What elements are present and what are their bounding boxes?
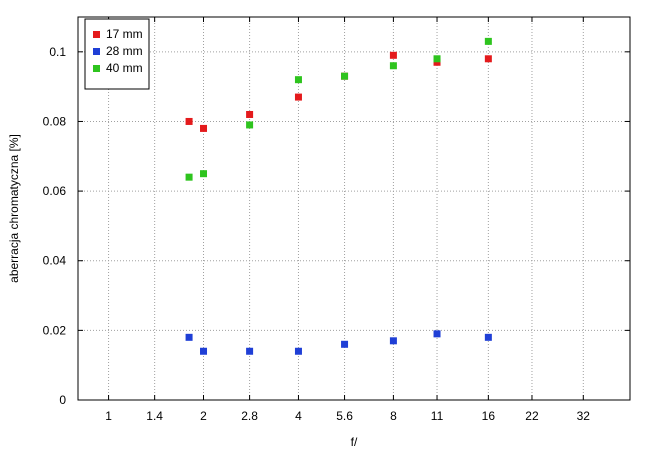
data-point-28-mm bbox=[484, 333, 492, 341]
data-point-17-mm bbox=[185, 117, 193, 125]
legend-swatch bbox=[93, 48, 100, 55]
data-point-40-mm bbox=[433, 55, 441, 63]
data-point-17-mm bbox=[484, 55, 492, 63]
data-point-28-mm bbox=[185, 333, 193, 341]
plot-frame bbox=[77, 16, 631, 401]
x-tick-label: 1 bbox=[105, 409, 112, 423]
x-tick-label: 4 bbox=[295, 409, 302, 423]
data-point-17-mm bbox=[246, 110, 254, 118]
x-tick-label: 2 bbox=[200, 409, 207, 423]
x-tick-label: 5.6 bbox=[336, 409, 353, 423]
x-tick-label: 1.4 bbox=[146, 409, 163, 423]
legend-label: 28 mm bbox=[106, 44, 143, 58]
x-tick-label: 11 bbox=[431, 409, 444, 423]
data-point-40-mm bbox=[389, 62, 397, 70]
data-point-40-mm bbox=[246, 121, 254, 129]
data-point-28-mm bbox=[294, 347, 302, 355]
y-tick-label: 0.08 bbox=[43, 114, 67, 128]
data-point-28-mm bbox=[389, 337, 397, 345]
data-point-40-mm bbox=[341, 72, 349, 80]
y-axis-label: aberracja chromatyczna [%] bbox=[7, 134, 21, 283]
data-point-40-mm bbox=[185, 173, 193, 181]
data-point-28-mm bbox=[433, 330, 441, 338]
x-tick-label: 2.8 bbox=[241, 409, 258, 423]
data-point-40-mm bbox=[200, 170, 208, 178]
legend-swatch bbox=[93, 31, 100, 38]
data-point-40-mm bbox=[294, 76, 302, 84]
data-point-17-mm bbox=[200, 124, 208, 132]
y-tick-label: 0.1 bbox=[49, 45, 66, 59]
y-tick-label: 0.06 bbox=[43, 184, 67, 198]
legend-label: 17 mm bbox=[106, 27, 143, 41]
legend-swatch bbox=[93, 65, 100, 72]
data-point-28-mm bbox=[341, 340, 349, 348]
x-tick-label: 32 bbox=[577, 409, 591, 423]
data-point-28-mm bbox=[246, 347, 254, 355]
data-point-17-mm bbox=[294, 93, 302, 101]
data-points bbox=[185, 37, 492, 355]
x-tick-label: 16 bbox=[482, 409, 496, 423]
x-tick-label: 22 bbox=[525, 409, 539, 423]
grid-lines bbox=[78, 17, 630, 400]
data-point-17-mm bbox=[389, 51, 397, 59]
x-axis-label: f/ bbox=[351, 435, 358, 449]
y-tick-label: 0.02 bbox=[43, 323, 67, 337]
data-point-28-mm bbox=[200, 347, 208, 355]
legend: 17 mm 28 mm 40 mm bbox=[84, 18, 150, 90]
x-tick-label: 8 bbox=[390, 409, 397, 423]
axis-ticks: 1 1.4 2 2.8 4 5.6 8 11 16 22 32 0 0.02 0.04 0.06 0.08 0.… bbox=[43, 17, 630, 423]
y-tick-label: 0.04 bbox=[43, 254, 67, 268]
data-point-40-mm bbox=[484, 37, 492, 45]
legend-label: 40 mm bbox=[106, 61, 143, 75]
y-tick-label: 0 bbox=[59, 393, 66, 407]
